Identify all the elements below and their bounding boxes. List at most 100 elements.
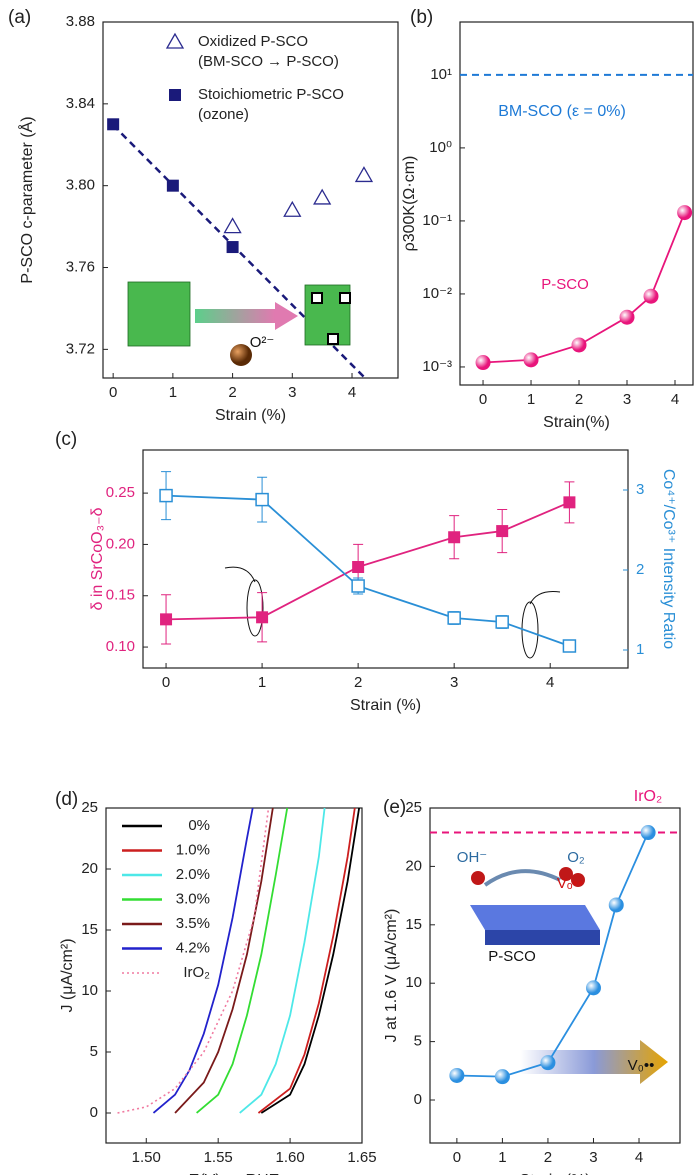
series-line xyxy=(166,501,570,621)
molecule xyxy=(471,871,485,885)
y-tick-label: 3.72 xyxy=(66,340,95,357)
x-axis-label: Strain (%) xyxy=(350,697,421,714)
y-tick-label: 3.76 xyxy=(66,258,95,275)
x-tick-label: 3 xyxy=(623,391,631,408)
y-axis-label: J at 1.6 V (μA/cm²) xyxy=(383,909,400,1043)
y-tick-label: 10¹ xyxy=(430,66,452,83)
panel-label: (b) xyxy=(410,7,433,28)
y-tick-label: 0 xyxy=(90,1104,98,1121)
y-tick-label: 3.84 xyxy=(66,95,95,112)
legend-label: 3.5% xyxy=(176,915,210,932)
marker xyxy=(351,579,365,593)
crystal-illustration xyxy=(112,124,366,379)
marker xyxy=(449,1067,465,1083)
vacancy xyxy=(339,292,351,304)
x-tick-label: 0 xyxy=(453,1149,461,1166)
legend-line: (BM-SCO → P-SCO) xyxy=(198,53,339,70)
y-tick-label: 10 xyxy=(81,982,98,999)
y-tick-label: 0.25 xyxy=(106,484,135,501)
y-tick-label: 3.80 xyxy=(66,177,95,194)
x-axis-label: Strain (%) xyxy=(215,407,286,424)
y-tick-label: 0 xyxy=(414,1091,422,1108)
x-tick-label: 1 xyxy=(498,1149,506,1166)
ellipse xyxy=(246,579,264,637)
marker xyxy=(677,205,693,221)
y-tick-label: 20 xyxy=(405,857,422,874)
y-tick-label: 25 xyxy=(81,799,98,816)
slab xyxy=(470,905,600,930)
y-tick-label: 10 xyxy=(405,974,422,991)
x-tick-label: 0 xyxy=(162,674,170,691)
y-tick-label: 0.20 xyxy=(106,535,135,552)
marker xyxy=(495,615,509,629)
x-axis-label: Strain (%) xyxy=(519,1172,590,1175)
pointer xyxy=(529,591,561,605)
marker xyxy=(226,241,239,254)
y-tick-label: 10⁻³ xyxy=(422,358,452,375)
legend-line: Oxidized P-SCO xyxy=(198,33,308,50)
marker xyxy=(255,492,269,507)
annotation: O₂ xyxy=(567,849,585,866)
marker xyxy=(313,188,332,205)
legend-label: IrO₂ xyxy=(183,964,210,981)
x-tick-label: 1 xyxy=(527,391,535,408)
x-tick-label: 2 xyxy=(544,1149,552,1166)
y-tick-label: 25 xyxy=(405,799,422,816)
panel-label: (c) xyxy=(55,429,77,450)
legend-label: 4.2% xyxy=(176,939,210,956)
annotation: OH⁻ xyxy=(457,849,487,866)
y-axis-label: P-SCO c-parameter (Å) xyxy=(17,116,36,283)
y-axis-label: δ in SrCoO₃₋δ xyxy=(89,507,106,610)
y-tick-label: 5 xyxy=(414,1033,422,1050)
marker xyxy=(283,200,302,217)
x-tick-label: 0 xyxy=(479,391,487,408)
marker xyxy=(107,118,120,131)
series-line xyxy=(117,807,270,1114)
x-tick-label: 1 xyxy=(169,384,177,401)
legend-line: Stoichiometric P-SCO xyxy=(198,86,344,103)
y-tick-label: 15 xyxy=(405,916,422,933)
series-line xyxy=(257,807,356,1114)
arrow xyxy=(195,309,275,323)
legend-label: Stoichiometric P-SCO (ozone) xyxy=(198,86,344,123)
x-tick-label: 4 xyxy=(671,391,679,408)
legend-label: 2.0% xyxy=(176,866,210,883)
x-tick-label: 4 xyxy=(635,1149,643,1166)
x-tick-label: 1.65 xyxy=(347,1149,376,1166)
x-tick-label: 3 xyxy=(589,1149,597,1166)
marker xyxy=(523,352,539,368)
annotation: O²⁻ xyxy=(250,334,275,351)
marker xyxy=(159,488,173,503)
marker xyxy=(256,611,269,624)
x-tick-label: 4 xyxy=(348,384,356,401)
marker xyxy=(585,980,601,996)
y-axis-label: J (μA/cm²) xyxy=(59,938,76,1012)
legend-label: 3.0% xyxy=(176,890,210,907)
panel-label: (d) xyxy=(55,789,78,810)
legend-marker xyxy=(165,32,185,49)
arrow xyxy=(483,869,561,887)
plot-frame xyxy=(459,21,694,386)
y-axis-label: ρ300K(Ω·cm) xyxy=(401,156,418,252)
marker xyxy=(562,639,577,653)
series-line xyxy=(260,807,361,1114)
x-tick-label: 4 xyxy=(546,674,554,691)
annotation: Vₒ•• xyxy=(557,875,583,892)
slab xyxy=(485,930,600,945)
plot-frame xyxy=(105,807,363,1144)
marker xyxy=(475,355,491,371)
x-axis-label: Strain(%) xyxy=(543,414,610,431)
y-tick-label: 10⁻² xyxy=(422,285,452,302)
y-tick-label: 10⁰ xyxy=(429,139,452,156)
marker xyxy=(166,179,179,192)
vacancy xyxy=(327,333,339,345)
marker xyxy=(223,217,242,234)
marker xyxy=(160,613,173,626)
marker xyxy=(354,166,374,183)
marker xyxy=(494,1069,510,1085)
legend-label: 0% xyxy=(188,817,210,834)
y-tick-label: 3.88 xyxy=(66,13,95,30)
legend-label: Oxidized P-SCO (BM-SCO → P-SCO) xyxy=(198,33,339,70)
marker xyxy=(619,309,635,325)
